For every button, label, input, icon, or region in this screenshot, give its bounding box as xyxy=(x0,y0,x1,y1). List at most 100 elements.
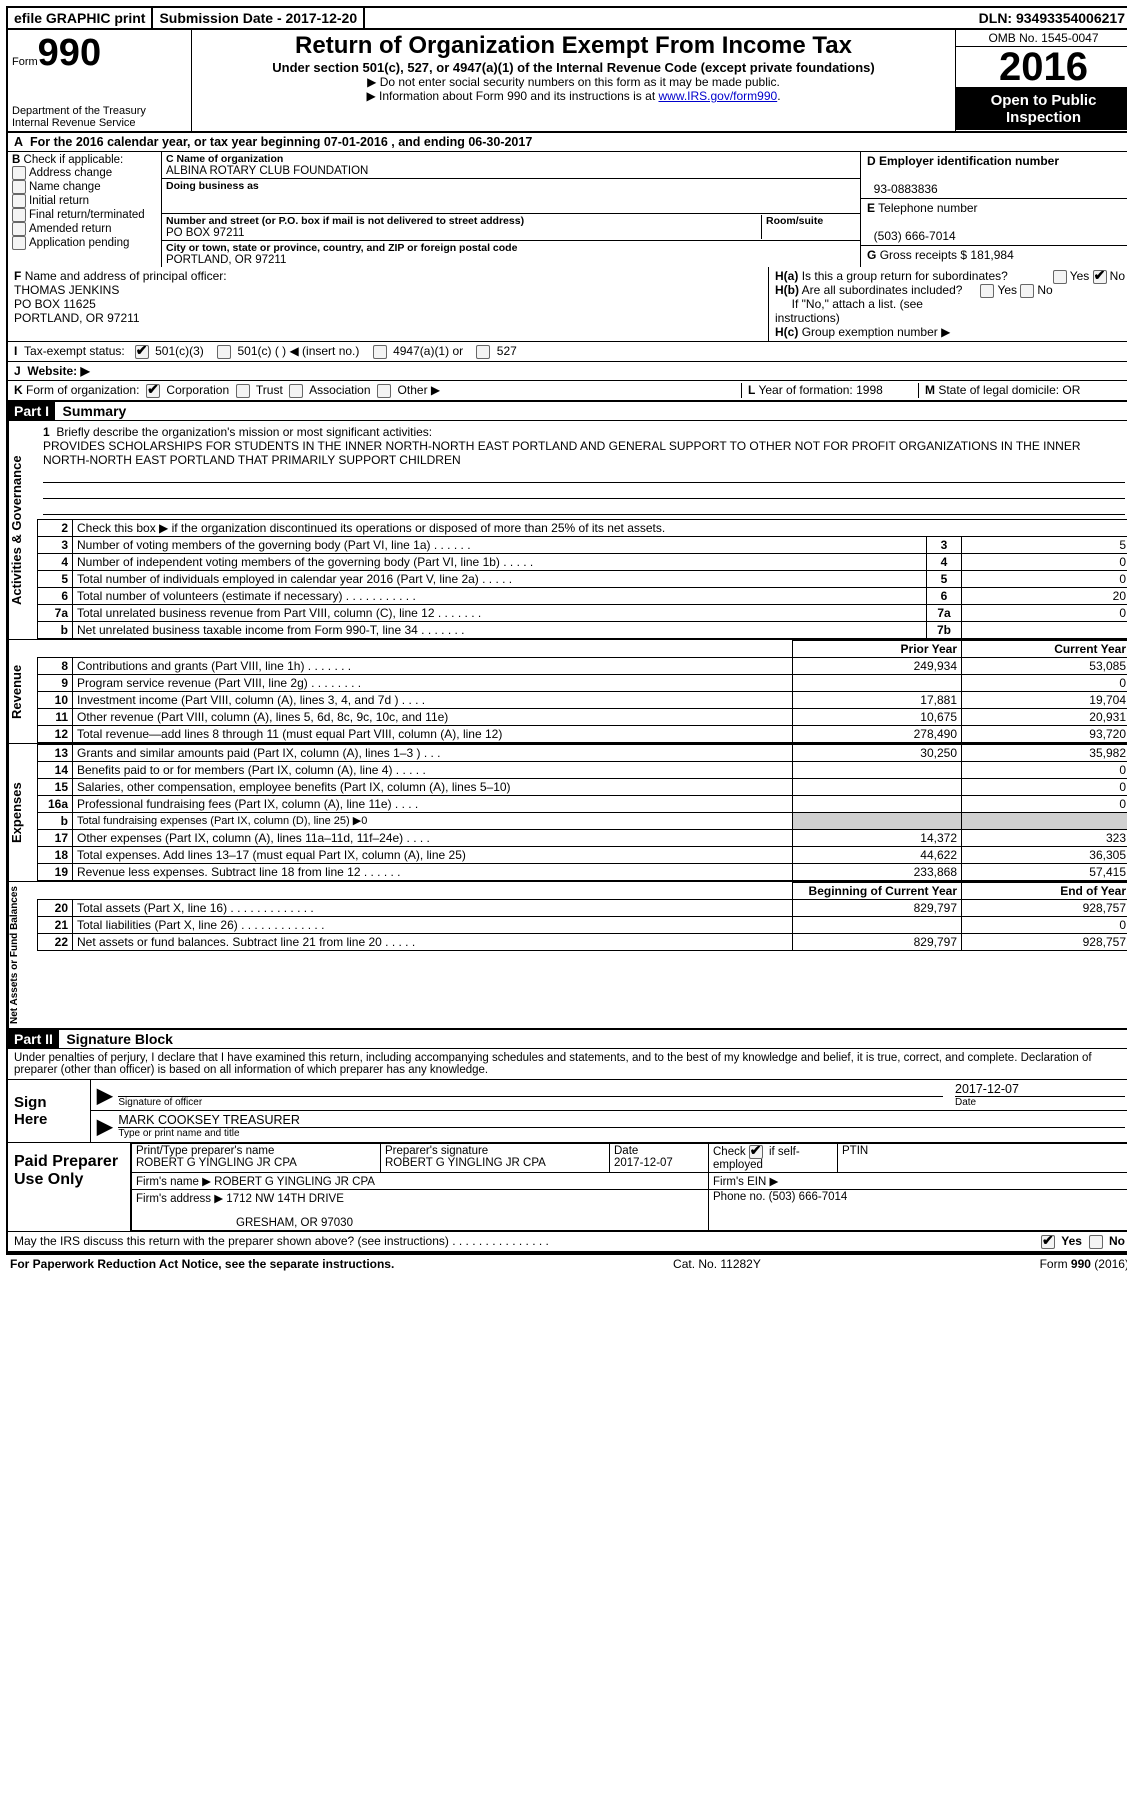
d-column: D Employer identification number 93-0883… xyxy=(860,152,1127,267)
preparer-label: Paid Preparer Use Only xyxy=(8,1143,131,1231)
mission-text: PROVIDES SCHOLARSHIPS FOR STUDENTS IN TH… xyxy=(43,439,1081,467)
info-note: ▶ Information about Form 990 and its ins… xyxy=(200,89,947,103)
checkbox-final-return[interactable] xyxy=(12,208,26,222)
form-ref: Form 990 (2016) xyxy=(1040,1257,1127,1271)
checkbox-address-change[interactable] xyxy=(12,166,26,180)
open-inspection: Open to Public Inspection xyxy=(956,88,1127,130)
checkbox-hb-yes[interactable] xyxy=(980,284,994,298)
revenue-section: Revenue Prior YearCurrent Year 8Contribu… xyxy=(8,640,1127,744)
vlabel-revenue: Revenue xyxy=(8,640,37,743)
phone: (503) 666-7014 xyxy=(874,229,956,243)
part-i: Part I Summary Activities & Governance 1… xyxy=(6,402,1127,1030)
preparer-section: Paid Preparer Use Only Print/Type prepar… xyxy=(8,1143,1127,1232)
part-i-header: Part I Summary xyxy=(8,402,1127,421)
ein: 93-0883836 xyxy=(874,182,938,196)
netassets-table: Beginning of Current YearEnd of Year 20T… xyxy=(37,882,1127,951)
arrow-icon: ▶ xyxy=(97,1114,112,1139)
form-word: Form xyxy=(12,56,38,68)
h-cell: H(a) Is this a group return for subordin… xyxy=(769,267,1127,341)
part-ii: Part II Signature Block Under penalties … xyxy=(6,1030,1127,1253)
arrow-icon: ▶ xyxy=(97,1083,112,1108)
tax-year: 2016 xyxy=(956,47,1127,88)
may-discuss-row: May the IRS discuss this return with the… xyxy=(8,1232,1127,1251)
revenue-table: Prior YearCurrent Year 8Contributions an… xyxy=(37,640,1127,743)
irs-link[interactable]: www.IRS.gov/form990 xyxy=(658,89,777,103)
form-number: 990 xyxy=(38,32,101,74)
i-row: I Tax-exempt status: 501(c)(3) 501(c) ( … xyxy=(8,342,1127,362)
checkbox-application-pending[interactable] xyxy=(12,236,26,250)
checkbox-initial-return[interactable] xyxy=(12,194,26,208)
l-cell: L Year of formation: 1998 xyxy=(741,383,918,398)
vlabel-governance: Activities & Governance xyxy=(8,421,37,639)
header-center: Return of Organization Exempt From Incom… xyxy=(192,30,955,131)
header-right: OMB No. 1545-0047 2016 Open to Public In… xyxy=(955,30,1127,131)
dba-cell: Doing business as xyxy=(162,179,860,214)
top-bar: efile GRAPHIC print Submission Date - 20… xyxy=(6,6,1127,28)
checkbox-501c[interactable] xyxy=(217,345,231,359)
street-cell: Number and street (or P.O. box if mail i… xyxy=(162,214,860,241)
checkbox-501c3[interactable] xyxy=(135,345,149,359)
efile-label: efile GRAPHIC print xyxy=(8,8,153,28)
expenses-table: 13Grants and similar amounts paid (Part … xyxy=(37,744,1127,881)
gross-receipts: 181,984 xyxy=(970,248,1013,262)
governance-section: Activities & Governance 1 Briefly descri… xyxy=(8,421,1127,640)
b-column: B Check if applicable: Address change Na… xyxy=(8,152,162,267)
netassets-section: Net Assets or Fund Balances Beginning of… xyxy=(8,882,1127,1028)
checkbox-ha-no[interactable] xyxy=(1093,270,1107,284)
expenses-section: Expenses 13Grants and similar amounts pa… xyxy=(8,744,1127,882)
sign-here-row: Sign Here ▶ Signature of officer 2017-12… xyxy=(8,1080,1127,1143)
officer-signature-line: ▶ Signature of officer 2017-12-07 Date xyxy=(91,1080,1127,1111)
officer-cell: F Name and address of principal officer:… xyxy=(8,267,769,341)
checkbox-amended-return[interactable] xyxy=(12,222,26,236)
gross-receipts-cell: G Gross receipts $ 181,984 xyxy=(861,246,1127,264)
perjury-text: Under penalties of perjury, I declare th… xyxy=(8,1049,1127,1080)
row-a: A For the 2016 calendar year, or tax yea… xyxy=(8,133,1127,152)
checkbox-other[interactable] xyxy=(377,384,391,398)
checkbox-527[interactable] xyxy=(476,345,490,359)
sign-here-label: Sign Here xyxy=(8,1080,91,1142)
m-cell: M State of legal domicile: OR xyxy=(918,383,1125,398)
klm-row: K Form of organization: Corporation Trus… xyxy=(8,381,1127,400)
entity-section: A For the 2016 calendar year, or tax yea… xyxy=(6,133,1127,402)
checkbox-hb-no[interactable] xyxy=(1020,284,1034,298)
form-subtitle: Under section 501(c), 527, or 4947(a)(1)… xyxy=(200,60,947,75)
preparer-table: Print/Type preparer's nameROBERT G YINGL… xyxy=(131,1143,1127,1231)
checkbox-self-employed[interactable] xyxy=(749,1145,763,1159)
city-cell: City or town, state or province, country… xyxy=(162,241,860,267)
vlabel-netassets: Net Assets or Fund Balances xyxy=(8,882,37,1028)
j-row: J Website: ▶ xyxy=(8,362,1127,381)
dln: DLN: 93493354006217 xyxy=(365,8,1127,28)
k-cell: K Form of organization: Corporation Trus… xyxy=(14,383,741,398)
checkbox-4947[interactable] xyxy=(373,345,387,359)
dept-treasury: Department of the Treasury xyxy=(12,105,187,117)
checkbox-name-change[interactable] xyxy=(12,180,26,194)
ssn-note: ▶ Do not enter social security numbers o… xyxy=(200,75,947,89)
checkbox-corporation[interactable] xyxy=(146,384,160,398)
checkbox-trust[interactable] xyxy=(236,384,250,398)
vlabel-expenses: Expenses xyxy=(8,744,37,881)
form-header: Form990 Department of the Treasury Inter… xyxy=(6,28,1127,133)
submission-date: Submission Date - 2017-12-20 xyxy=(153,8,365,28)
checkbox-association[interactable] xyxy=(289,384,303,398)
org-name-cell: C Name of organization ALBINA ROTARY CLU… xyxy=(162,152,860,179)
org-name: ALBINA ROTARY CLUB FOUNDATION xyxy=(166,165,368,177)
form-title: Return of Organization Exempt From Incom… xyxy=(200,32,947,60)
bcdeg-wrap: B Check if applicable: Address change Na… xyxy=(8,152,1127,267)
fh-row: F Name and address of principal officer:… xyxy=(8,267,1127,342)
part-ii-header: Part II Signature Block xyxy=(8,1030,1127,1049)
ein-cell: D Employer identification number 93-0883… xyxy=(861,152,1127,199)
mission-block: 1 Briefly describe the organization's mi… xyxy=(37,421,1127,519)
footer: For Paperwork Reduction Act Notice, see … xyxy=(6,1253,1127,1273)
checkbox-discuss-no[interactable] xyxy=(1089,1235,1103,1249)
irs-label: Internal Revenue Service xyxy=(12,117,187,129)
phone-cell: E Telephone number (503) 666-7014 xyxy=(861,199,1127,246)
street: PO BOX 97211 xyxy=(166,227,244,239)
officer-name-line: ▶ MARK COOKSEY TREASURER Type or print n… xyxy=(91,1111,1127,1141)
checkbox-ha-yes[interactable] xyxy=(1053,270,1067,284)
checkbox-discuss-yes[interactable] xyxy=(1041,1235,1055,1249)
paperwork-notice: For Paperwork Reduction Act Notice, see … xyxy=(10,1257,394,1271)
c-column: C Name of organization ALBINA ROTARY CLU… xyxy=(162,152,860,267)
governance-table: 2Check this box ▶ if the organization di… xyxy=(37,519,1127,639)
header-left: Form990 Department of the Treasury Inter… xyxy=(8,30,192,131)
city: PORTLAND, OR 97211 xyxy=(166,254,286,266)
